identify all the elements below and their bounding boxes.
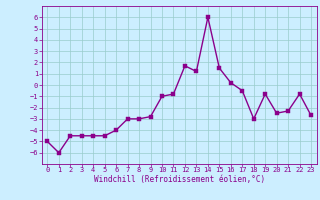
X-axis label: Windchill (Refroidissement éolien,°C): Windchill (Refroidissement éolien,°C) xyxy=(94,175,265,184)
